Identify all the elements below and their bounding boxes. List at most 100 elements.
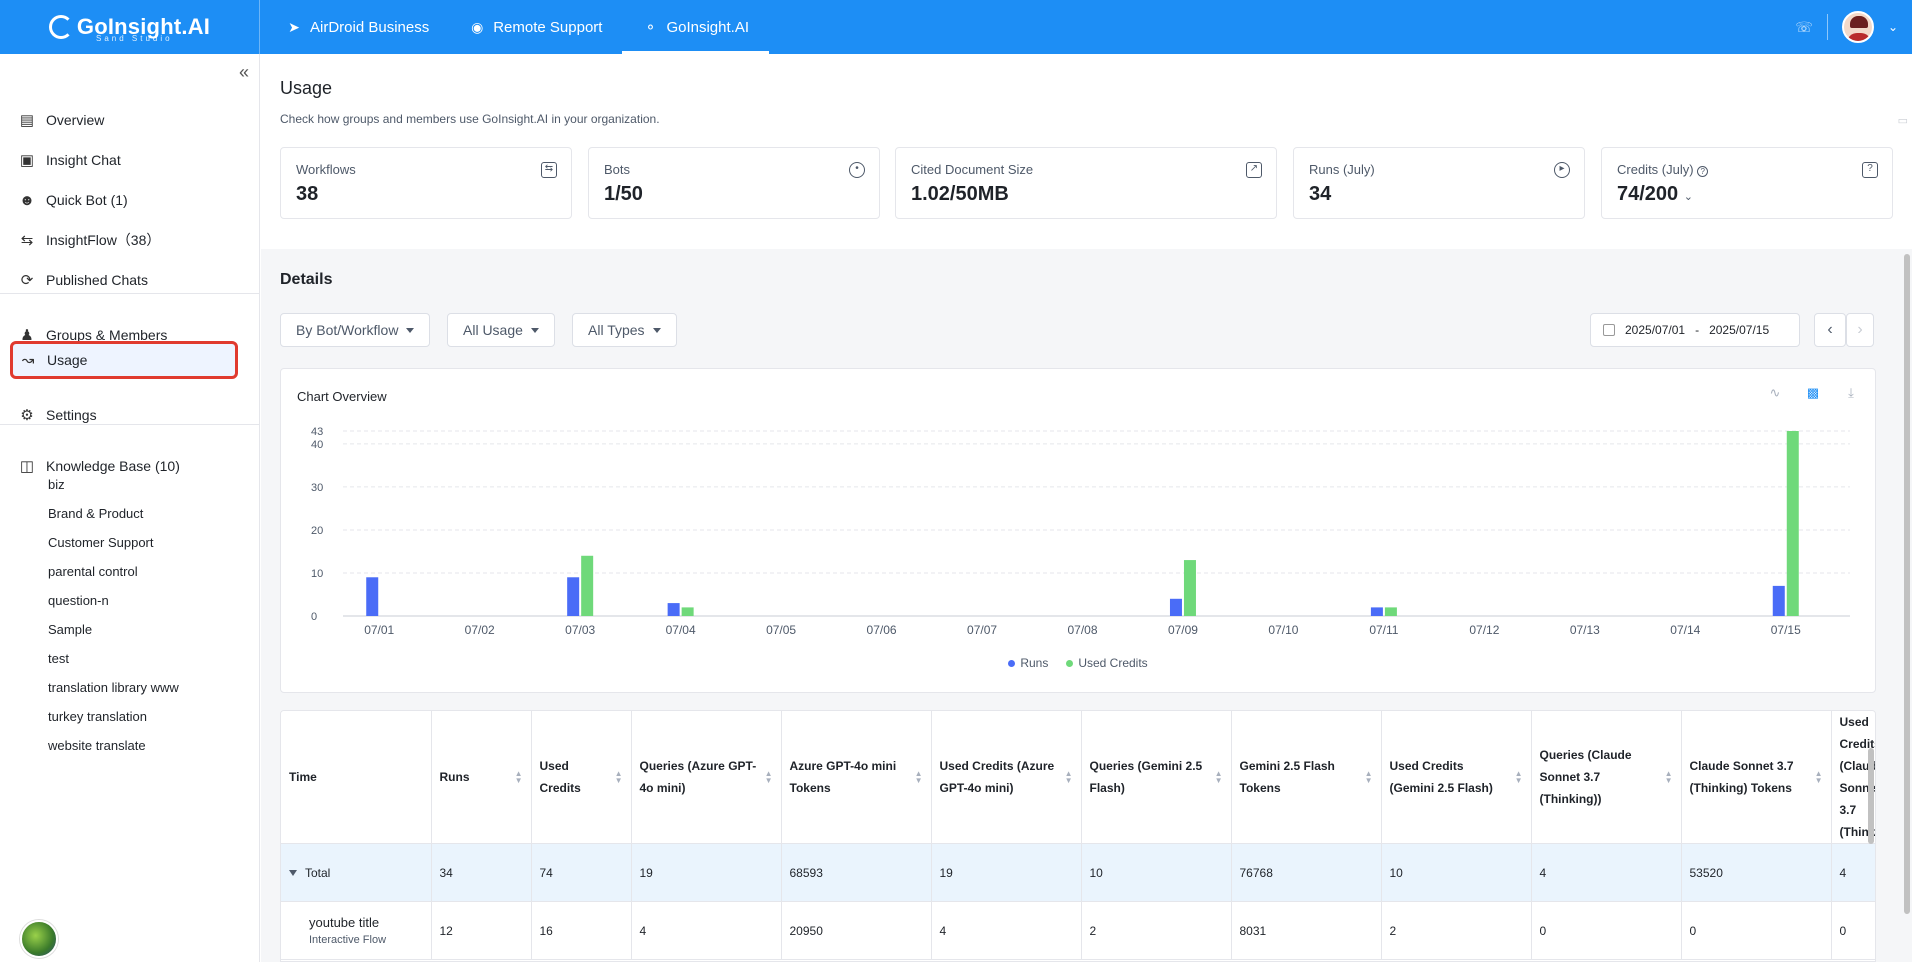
sort-icon[interactable]: ▲ ▼ (1064, 769, 1073, 785)
sidebar-item-label: InsightFlow（38） (46, 232, 161, 248)
sort-icon[interactable]: ▲ ▼ (1514, 769, 1523, 785)
headset-icon[interactable]: ☏ (1795, 18, 1813, 35)
column-header-label: Runs (439, 770, 470, 784)
kb-item-question-n[interactable]: question-n (48, 593, 109, 608)
sidebar-item-usage[interactable]: ↝ Usage (10, 341, 238, 379)
sort-icon[interactable]: ▲ ▼ (1214, 769, 1223, 785)
kb-item-translation-library[interactable]: translation library www (48, 680, 179, 695)
download-icon[interactable]: ⤓ (1848, 385, 1854, 400)
column-header-label: Used Credits (Azure GPT-4o mini) (939, 759, 1055, 795)
tab-remote-support[interactable]: ◉ Remote Support (449, 0, 622, 54)
kb-item-customer-support[interactable]: Customer Support (48, 535, 154, 550)
sidebar-item-label: Groups & Members (46, 327, 168, 343)
stat-value: 38 (296, 183, 319, 205)
sort-icon[interactable]: ▲ ▼ (614, 769, 623, 785)
chevron-down-icon[interactable]: ⌄ (1887, 20, 1898, 34)
column-header[interactable]: Claude Sonnet 3.7 (Thinking) Tokens ▲ ▼ (1681, 711, 1832, 844)
column-header[interactable]: Gemini 2.5 Flash Tokens ▲ ▼ (1231, 711, 1382, 844)
kb-item-sample[interactable]: Sample (48, 622, 93, 637)
date-start[interactable]: 2025/07/01 (1625, 323, 1686, 337)
logo[interactable]: GoInsight.AI Sand Studio (0, 0, 260, 54)
column-header[interactable]: Queries (Claude Sonnet 3.7 (Thinking)) ▲ ▼ (1531, 711, 1682, 844)
tab-label: GoInsight.AI (666, 18, 749, 36)
bot-icon: • (849, 162, 865, 178)
column-header[interactable]: Azure GPT-4o mini Tokens ▲ ▼ (781, 711, 932, 844)
kb-item-biz[interactable]: biz (48, 477, 65, 492)
tab-goinsight[interactable]: ⚬ GoInsight.AI (622, 0, 769, 54)
sidebar-item-groups-members[interactable]: ♟ Groups & Members (10, 317, 238, 353)
divider (1826, 14, 1828, 40)
bar-used-credits (1384, 607, 1397, 616)
assistant-avatar[interactable] (20, 920, 58, 958)
trash-icon[interactable]: ▭ (1897, 115, 1908, 127)
sort-icon[interactable]: ▲ ▼ (1364, 769, 1373, 785)
sort-icon[interactable]: ▲ ▼ (514, 769, 523, 785)
kb-item-website-translate[interactable]: website translate (48, 738, 146, 753)
next-period-button[interactable]: › (1846, 313, 1874, 347)
table-row-total[interactable]: Total 34 74 19 68593 19 10 76768 10 4 53520 4 (281, 843, 1875, 902)
column-header[interactable]: Used Credits (Claude Sonnet 3.7 (Thinkin… (1831, 711, 1876, 844)
usage-table-grid: Time Runs ▲ ▼ Used Credits ▲ ▼ Queries (Azure G… (281, 711, 1876, 960)
sidebar-item-knowledge-base[interactable]: ◫ Knowledge Base (10) (10, 448, 238, 484)
legend-item-runs[interactable]: Runs (1008, 656, 1048, 670)
date-end[interactable]: 2025/07/15 (1709, 323, 1770, 337)
stat-label: Cited Document Size (911, 162, 1034, 177)
table-cell: 4 (1831, 843, 1875, 902)
column-header[interactable]: Queries (Azure GPT-4o mini) ▲ ▼ (631, 711, 782, 844)
sidebar-item-insight-chat[interactable]: ▣ Insight Chat (10, 142, 238, 178)
logo-text: GoInsight.AI (76, 14, 211, 39)
sidebar-item-insightflow[interactable]: ⇆ InsightFlow（38） (10, 222, 238, 258)
column-header[interactable]: Queries (Gemini 2.5 Flash) ▲ ▼ (1081, 711, 1232, 844)
sidebar-item-overview[interactable]: ▤ Overview (10, 102, 238, 138)
row-name[interactable]: youtube title (309, 915, 380, 930)
stat-value[interactable]: 74/200 ⌄ (1617, 183, 1877, 206)
filter-types[interactable]: All Types (572, 313, 677, 347)
user-avatar[interactable] (1841, 11, 1874, 43)
info-icon[interactable]: ? (1697, 166, 1709, 177)
page-description: Check how groups and members use GoInsig… (280, 112, 660, 126)
kb-item-parental-control[interactable]: parental control (48, 564, 138, 579)
sidebar-item-published-chats[interactable]: ⟳ Published Chats (10, 262, 238, 298)
bar-chart-icon[interactable]: ▩ (1806, 385, 1820, 400)
sidebar-item-quick-bot[interactable]: ☻ Quick Bot (1) (10, 182, 238, 218)
sidebar-item-settings[interactable]: ⚙ Settings (10, 397, 238, 433)
table-cell: 76768 (1231, 843, 1382, 902)
kb-item-brand-product[interactable]: Brand & Product (48, 506, 144, 521)
kb-item-test[interactable]: test (48, 651, 69, 666)
filter-by-bot-workflow[interactable]: By Bot/Workflow (280, 313, 431, 347)
bot-icon: ☻ (19, 191, 35, 209)
collapse-sidebar-icon[interactable]: « (238, 62, 249, 82)
table-scrollbar[interactable] (1868, 748, 1874, 844)
column-header[interactable]: Used Credits (Gemini 2.5 Flash) ▲ ▼ (1381, 711, 1532, 844)
date-range-picker[interactable]: 2025/07/01 - 2025/07/15 (1590, 313, 1800, 347)
filter-label: By Bot/Workflow (296, 322, 399, 338)
filter-usage[interactable]: All Usage (447, 313, 555, 347)
legend-item-used-credits[interactable]: Used Credits (1066, 656, 1148, 670)
table-row[interactable]: youtube title Interactive Flow 12 16 4 20950 4… (281, 901, 1875, 960)
stat-value-text: 74/200 (1617, 183, 1679, 205)
sidebar-item-label: Insight Chat (46, 152, 121, 168)
row-label: Total (305, 865, 331, 880)
sort-icon[interactable]: ▲ ▼ (764, 769, 773, 785)
column-header-label: Used Credits (Claude Sonnet 3.7 (Thinkin… (1839, 715, 1876, 839)
sort-icon[interactable]: ▲ ▼ (1814, 769, 1823, 785)
line-chart-icon[interactable]: ∿ (1769, 385, 1781, 400)
page-scrollbar[interactable] (1904, 254, 1910, 914)
column-header[interactable]: Used Credits (Azure GPT-4o mini) ▲ ▼ (931, 711, 1082, 844)
usage-icon: ↝ (21, 352, 35, 369)
kb-item-turkey-translation[interactable]: turkey translation (48, 709, 147, 724)
table-cell: 19 (631, 843, 782, 902)
table-cell: 16 (531, 901, 632, 960)
column-header-label: Queries (Azure GPT-4o mini) (639, 759, 757, 795)
caret-down-icon (406, 327, 415, 333)
sort-icon[interactable]: ▲ ▼ (914, 769, 923, 785)
date-separator: - (1695, 323, 1700, 337)
chart-card: Chart Overview ∿ ▩ ⤓ 0 10 20 30 40 43 07/01 07/… (280, 368, 1876, 693)
column-header[interactable]: Used Credits ▲ ▼ (531, 711, 632, 844)
tab-airdroid-business[interactable]: ➤ AirDroid Business (266, 0, 449, 54)
sort-icon[interactable]: ▲ ▼ (1664, 769, 1673, 785)
expand-toggle-icon[interactable] (289, 870, 297, 877)
column-header[interactable]: Runs ▲ ▼ (431, 711, 532, 844)
previous-period-button[interactable]: ‹ (1814, 313, 1846, 347)
